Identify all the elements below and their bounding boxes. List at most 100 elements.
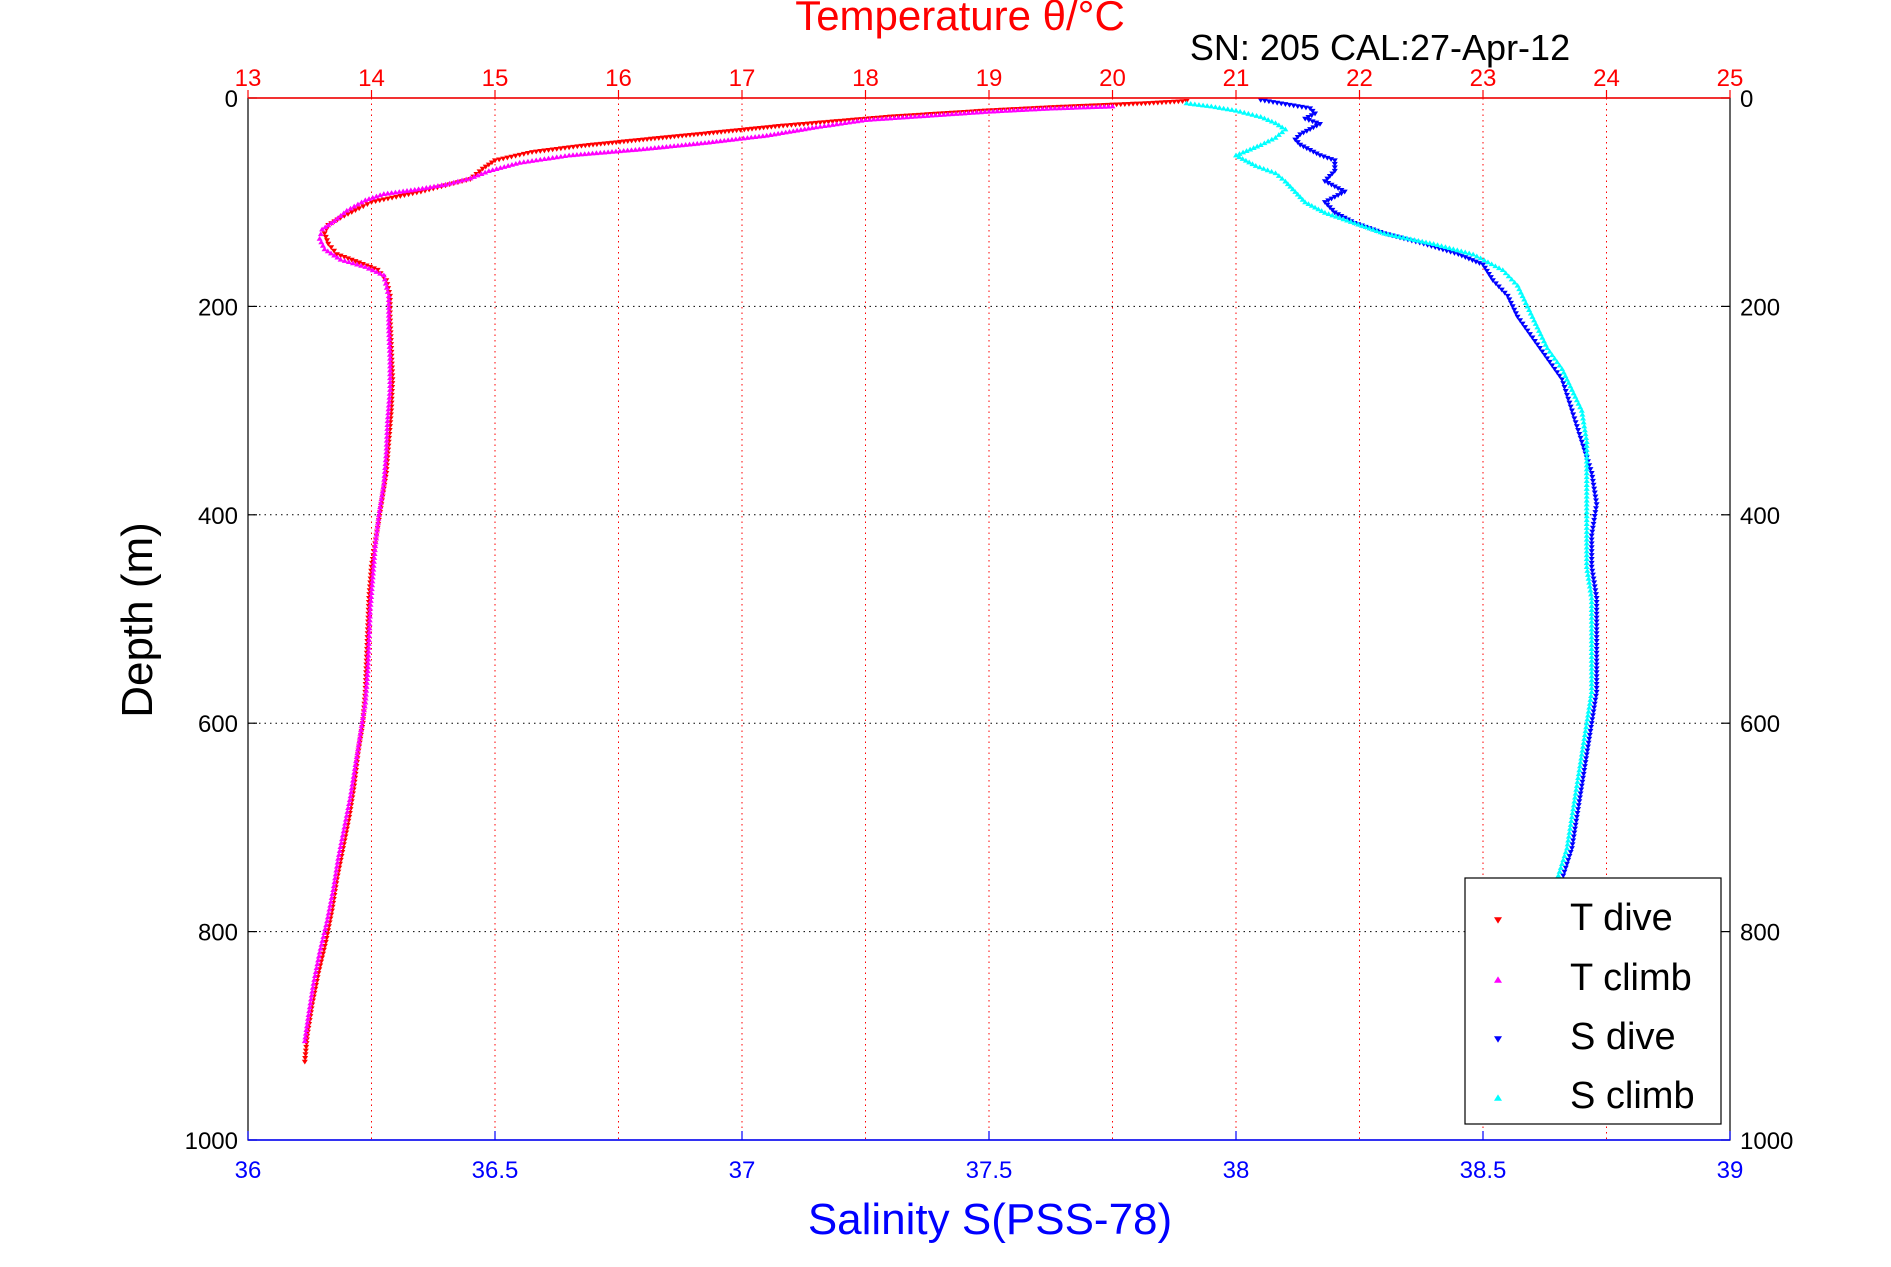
data-point [1589, 474, 1596, 480]
temperature-tick-label: 14 [358, 65, 385, 92]
data-point [309, 984, 316, 990]
data-point [319, 938, 326, 943]
data-point [450, 179, 457, 185]
data-point [541, 148, 548, 154]
data-point [365, 656, 372, 662]
data-point [640, 146, 647, 152]
data-point [371, 555, 378, 560]
data-point [1423, 239, 1429, 245]
data-point [821, 123, 828, 129]
data-point [1256, 164, 1263, 170]
data-point [1279, 124, 1286, 130]
data-point [1560, 857, 1567, 863]
temperature-tick-label: 17 [729, 65, 756, 92]
data-point [343, 207, 350, 213]
data-point [1588, 669, 1595, 675]
data-point [1446, 245, 1453, 251]
data-point [1591, 517, 1598, 523]
data-point [986, 108, 992, 114]
data-point [385, 402, 392, 408]
data-point [911, 113, 918, 119]
data-point [1588, 661, 1595, 667]
data-point [1566, 400, 1573, 406]
data-point [1362, 224, 1369, 230]
data-point [342, 820, 349, 826]
data-point [1531, 317, 1538, 323]
data-point [302, 1034, 309, 1040]
data-point [690, 141, 697, 147]
data-point [327, 250, 334, 256]
legend-label-s-climb: S climb [1570, 1075, 1695, 1117]
data-point [1593, 619, 1600, 625]
data-point [1321, 209, 1328, 215]
data-point [383, 433, 390, 439]
data-point [383, 445, 390, 451]
data-point [411, 186, 418, 192]
data-point [1526, 332, 1533, 337]
data-point [358, 199, 365, 205]
data-point [1511, 307, 1518, 313]
data-point [1583, 454, 1590, 460]
data-point [1588, 693, 1595, 698]
temperature-tick-label: 16 [605, 65, 632, 92]
data-point [1325, 211, 1332, 217]
data-point [825, 119, 832, 125]
data-point [1318, 208, 1325, 213]
data-point [1055, 105, 1062, 111]
data-point [1051, 105, 1058, 111]
data-point [302, 1030, 309, 1036]
data-point [1562, 849, 1569, 855]
data-point [1121, 102, 1128, 107]
data-point [1287, 183, 1294, 189]
data-point [647, 145, 654, 151]
data-point [359, 719, 366, 724]
data-point [331, 252, 338, 258]
data-point [505, 163, 512, 168]
data-point [1581, 423, 1588, 429]
data-point [1252, 163, 1259, 168]
data-point [1593, 693, 1600, 699]
data-point [387, 363, 394, 369]
data-point [1588, 614, 1595, 620]
data-point [1588, 626, 1595, 632]
data-point [1455, 252, 1462, 257]
data-point [1526, 307, 1533, 312]
data-point [493, 166, 500, 171]
data-point [1477, 255, 1484, 261]
data-point [373, 535, 380, 541]
temperature-tick-label: 24 [1593, 65, 1620, 92]
data-point [383, 284, 390, 290]
data-point [379, 488, 386, 494]
data-point [1355, 221, 1362, 227]
data-point [1125, 101, 1132, 107]
data-point [1268, 168, 1275, 174]
data-point [1088, 104, 1095, 110]
data-point [384, 414, 391, 420]
data-point [1588, 685, 1595, 691]
data-point [1338, 213, 1345, 219]
data-point [1568, 846, 1575, 851]
depth-tick-label-right: 800 [1740, 920, 1780, 947]
data-point [1326, 174, 1333, 179]
data-point [1228, 107, 1235, 112]
data-point [359, 715, 366, 721]
data-point [347, 205, 354, 211]
data-point [1586, 732, 1593, 738]
data-point [1462, 255, 1469, 260]
data-point [1109, 103, 1116, 109]
data-point [1341, 189, 1348, 195]
data-point [1289, 186, 1296, 192]
data-point [446, 180, 453, 186]
data-point [529, 158, 536, 163]
data-point [1576, 799, 1583, 805]
data-point [1220, 105, 1227, 111]
data-point [365, 641, 372, 646]
data-point [545, 155, 552, 161]
data-point [932, 112, 939, 118]
data-point [1242, 157, 1249, 163]
data-point [1031, 106, 1038, 112]
data-point [385, 316, 392, 322]
data-point [1338, 191, 1345, 197]
data-point [345, 256, 352, 262]
data-point [352, 762, 359, 767]
